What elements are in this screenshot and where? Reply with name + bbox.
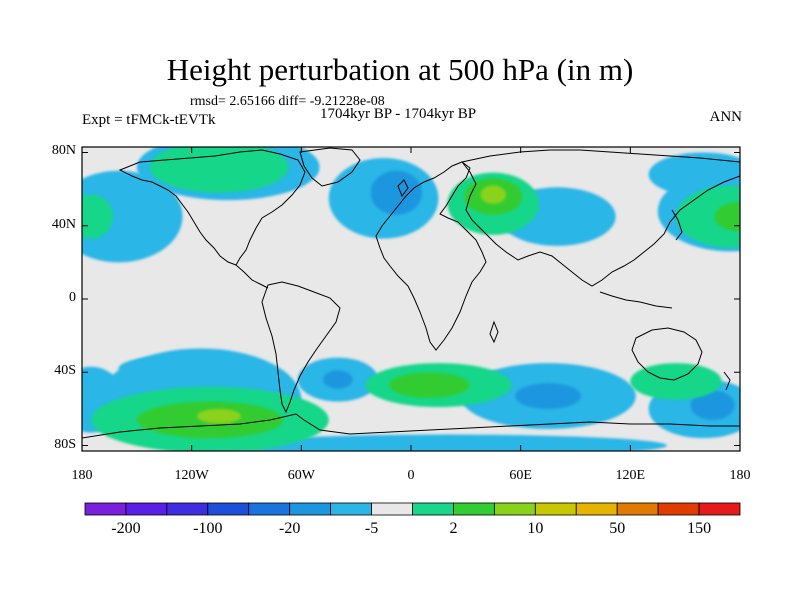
colorbar-label: -200 xyxy=(111,520,141,537)
colorbar-box xyxy=(371,502,413,516)
season-label: ANN xyxy=(709,109,743,125)
colorbar-label: 50 xyxy=(609,520,626,537)
negative-anomaly-region-2 xyxy=(118,355,229,382)
coastline-antarctica xyxy=(82,413,740,439)
coastline-new-zealand xyxy=(723,371,731,391)
coastline-asia xyxy=(461,149,740,287)
coastline-madagascar xyxy=(489,320,499,344)
lon-tick-label: 180 xyxy=(71,468,93,483)
negative-anomaly-region-13 xyxy=(690,390,735,420)
positive-anomaly-region-9 xyxy=(630,363,722,400)
negative-anomaly-region-10 xyxy=(515,383,581,409)
experiment-label: Expt = tFMCk-tEVTk xyxy=(82,112,216,128)
lon-tick-label: 120E xyxy=(615,468,646,483)
lon-tick-label: 60W xyxy=(287,468,315,483)
coastline-south-america xyxy=(261,281,341,414)
colorbar-box xyxy=(575,502,618,516)
colorbar-box xyxy=(207,502,250,516)
colorbar-box xyxy=(166,502,209,516)
lon-tick-label: 180 xyxy=(729,468,751,483)
coastline-greenland xyxy=(299,147,361,187)
coastline-north-america xyxy=(118,149,306,266)
colorbar-label: -20 xyxy=(279,520,301,537)
colorbar-box xyxy=(453,502,495,516)
axis-ticks xyxy=(81,147,741,451)
positive-anomaly-region-11 xyxy=(714,201,740,232)
negative-anomaly-region-7 xyxy=(370,170,422,215)
colorbar-box xyxy=(330,502,372,516)
positive-anomaly-region-8 xyxy=(149,147,289,193)
coastline-japan xyxy=(671,209,683,241)
coastline-europe-africa xyxy=(375,161,487,351)
coastline-central-america xyxy=(235,264,269,289)
lon-tick-label: 120W xyxy=(174,468,209,483)
lat-tick-label: 0 xyxy=(69,290,76,305)
map-title: Height perturbation at 500 hPa (in m) xyxy=(166,52,634,87)
colorbar-box xyxy=(289,502,332,516)
colorbar-box xyxy=(698,502,741,516)
colorbar-box xyxy=(657,502,700,516)
colorbar-box xyxy=(412,502,454,516)
colorbar-label: 2 xyxy=(449,520,458,537)
colorbar-box xyxy=(84,502,127,516)
colorbar-box xyxy=(534,502,577,516)
colorbar-box xyxy=(616,502,659,516)
negative-anomaly-region-5 xyxy=(82,170,183,263)
anomaly-field xyxy=(82,147,740,451)
colorbar-box xyxy=(248,502,291,516)
negative-anomaly-region-4 xyxy=(323,370,353,389)
positive-anomaly-region-4 xyxy=(389,372,470,398)
coastline-australia xyxy=(631,327,703,381)
lat-tick-label: 80S xyxy=(54,436,76,452)
coastline-british-isles xyxy=(397,179,409,198)
coastlines xyxy=(82,147,740,439)
lon-tick-label: 0 xyxy=(407,468,415,483)
lat-tick-label: 40S xyxy=(54,363,76,379)
lon-tick-label: 60E xyxy=(509,468,532,483)
lat-tick-label: 80N xyxy=(51,143,76,159)
positive-anomaly-region-12 xyxy=(82,194,114,239)
time-period: 1704kyr BP - 1704kyr BP xyxy=(320,106,477,122)
colorbar xyxy=(84,502,741,516)
colorbar-label: 10 xyxy=(527,520,544,537)
positive-anomaly-region-2 xyxy=(197,408,242,424)
colorbar-label: -100 xyxy=(193,520,223,537)
colorbar-box xyxy=(493,502,536,516)
colorbar-box xyxy=(125,502,168,516)
negative-anomaly-region-11 xyxy=(228,434,667,451)
coastline-maritime-asia xyxy=(599,291,673,309)
rmsd-diff-stats: rmsd= 2.65166 diff= -9.21228e-08 xyxy=(190,94,385,109)
positive-anomaly-region-7 xyxy=(480,185,507,204)
colorbar-label: 150 xyxy=(687,520,712,537)
lat-tick-label: 40N xyxy=(51,216,76,232)
colorbar-label: -5 xyxy=(364,520,379,537)
